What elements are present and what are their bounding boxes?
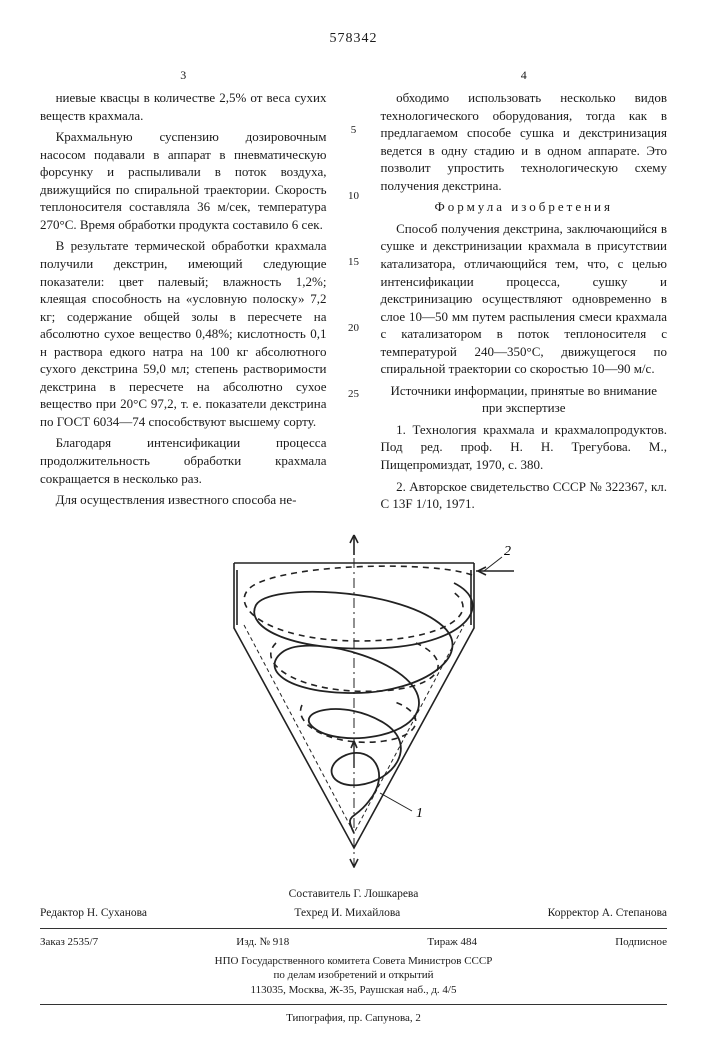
line-number: 20 xyxy=(347,321,361,336)
line-number: 15 xyxy=(347,255,361,270)
right-column: 4 обходимо использовать несколько видов … xyxy=(381,67,668,517)
spiral-diagram: 1 2 xyxy=(184,533,524,873)
claims-title: Формула изобретения xyxy=(381,198,668,216)
para: Благодаря интенсификации процесса продол… xyxy=(40,434,327,487)
credit-redaktor: Редактор Н. Суханова xyxy=(40,906,147,922)
left-col-number: 3 xyxy=(40,67,327,83)
credit-tehred: Техред И. Михайлова xyxy=(294,906,400,922)
para: Для осуществления известного способа не- xyxy=(40,491,327,509)
footer-org1: НПО Государственного комитета Совета Мин… xyxy=(40,954,667,969)
footer-izd: Изд. № 918 xyxy=(236,935,289,950)
footer-tirazh: Тираж 484 xyxy=(427,935,477,950)
right-col-number: 4 xyxy=(381,67,668,83)
para: Крахмальную суспензию дозировочным насос… xyxy=(40,128,327,233)
footer-zakaz: Заказ 2535/7 xyxy=(40,935,98,950)
two-column-body: 3 ниевые квасцы в количестве 2,5% от вес… xyxy=(40,67,667,517)
diagram-label-2: 2 xyxy=(504,544,511,559)
diagram-label-1: 1 xyxy=(416,806,423,821)
line-number: 10 xyxy=(347,189,361,204)
patent-number: 578342 xyxy=(40,30,667,49)
ref-item: 1. Технология крахмала и крахмалопродукт… xyxy=(381,421,668,474)
credits-block: Составитель Г. Лошкарева Редактор Н. Сух… xyxy=(40,887,667,1026)
line-numbers-gutter: 5 10 15 20 25 xyxy=(347,67,361,517)
refs-title: Источники информации, принятые во вниман… xyxy=(381,382,668,417)
footer-tipografiya: Типография, пр. Сапунова, 2 xyxy=(40,1011,667,1026)
credit-sostavitel: Составитель Г. Лошкарева xyxy=(40,887,667,903)
divider xyxy=(40,928,667,929)
credit-korrektor: Корректор А. Степанова xyxy=(548,906,667,922)
ref-item: 2. Авторское свидетельство СССР № 322367… xyxy=(381,478,668,513)
footer-podpisnoe: Подписное xyxy=(615,935,667,950)
left-column: 3 ниевые квасцы в количестве 2,5% от вес… xyxy=(40,67,327,517)
divider xyxy=(40,1004,667,1005)
line-number: 5 xyxy=(347,123,361,138)
para: В результате термической обработки крахм… xyxy=(40,237,327,430)
para: обходимо использовать несколько видов те… xyxy=(381,89,668,194)
footer-org2: по делам изобретений и открытий xyxy=(40,968,667,983)
para: ниевые квасцы в количестве 2,5% от веса … xyxy=(40,89,327,124)
diagram-svg: 1 2 xyxy=(184,533,524,873)
footer-addr: 113035, Москва, Ж-35, Раушская наб., д. … xyxy=(40,983,667,998)
para: Способ получения декстрина, заключающийс… xyxy=(381,220,668,378)
line-number: 25 xyxy=(347,387,361,402)
